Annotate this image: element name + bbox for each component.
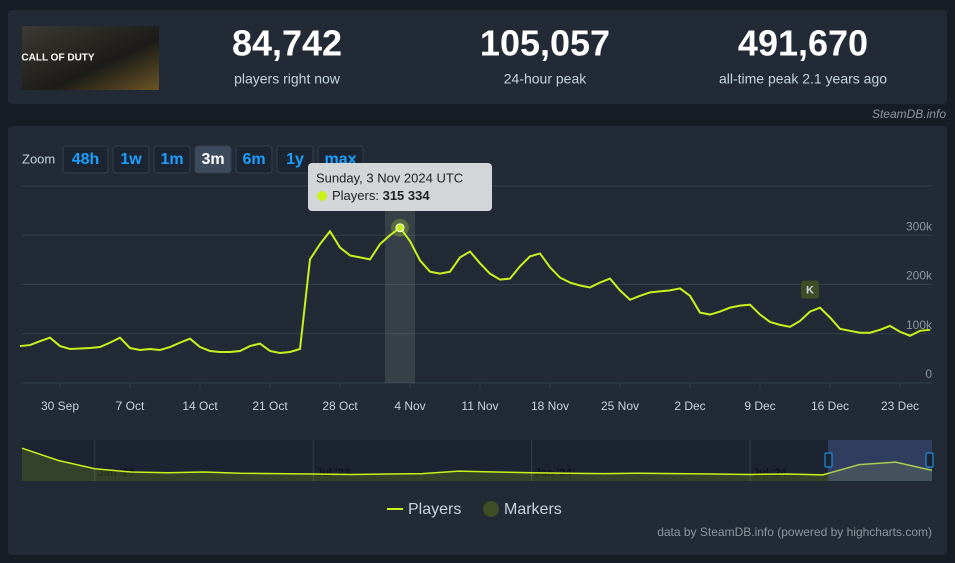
- stats-panel: [8, 10, 947, 104]
- stat-label: all-time peak 2.1 years ago: [719, 71, 887, 87]
- x-tick-label: 16 Dec: [811, 399, 849, 413]
- tooltip: Sunday, 3 Nov 2024 UTC Players: 315 334: [308, 163, 492, 211]
- navigator-label: Jul '23: [316, 467, 350, 479]
- navigator-handle[interactable]: [824, 452, 833, 468]
- x-tick-label: 4 Nov: [394, 399, 425, 413]
- navigator-handle[interactable]: [925, 452, 934, 468]
- stat-label: players right now: [234, 71, 341, 87]
- x-tick-label: 7 Oct: [116, 399, 145, 413]
- zoom-button[interactable]: [112, 145, 150, 174]
- zoom-button[interactable]: [276, 145, 314, 174]
- x-tick-label: 11 Nov: [461, 399, 498, 413]
- legend: Players Markers: [387, 501, 562, 518]
- x-tick-label: 18 Nov: [531, 399, 569, 413]
- stat-value: 84,742: [232, 23, 342, 64]
- x-tick-label: 14 Oct: [182, 399, 218, 413]
- credit: data by SteamDB.info (powered by highcha…: [657, 525, 932, 539]
- legend-label[interactable]: Markers: [504, 501, 562, 518]
- zoom-button-label[interactable]: 1y: [286, 151, 304, 168]
- zoom-button-label[interactable]: 6m: [242, 151, 265, 168]
- navigator-label: Jul '24: [753, 467, 788, 479]
- y-tick-label: 200k: [906, 269, 933, 283]
- tooltip-series: Players:: [332, 188, 379, 203]
- zoom-button[interactable]: [194, 145, 232, 174]
- hover-band: [385, 186, 415, 383]
- x-tick-label: 21 Oct: [252, 399, 288, 413]
- y-tick-label: 0: [925, 367, 932, 381]
- x-tick-label: 2 Dec: [674, 399, 705, 413]
- navigator: Jan '23 Jul '23 Jan '24 Jul '24: [21, 440, 934, 481]
- tooltip-dot: [317, 191, 327, 201]
- zoom-button-label[interactable]: 48h: [72, 151, 100, 168]
- y-tick-label: 300k: [906, 219, 933, 233]
- navigator-area: [22, 448, 932, 481]
- zoom-button[interactable]: [62, 145, 109, 174]
- x-tick-label: 28 Oct: [322, 399, 358, 413]
- tooltip-date: Sunday, 3 Nov 2024 UTC: [316, 170, 463, 185]
- marker-flag: [801, 280, 819, 299]
- hover-point: [395, 223, 405, 233]
- main-chart: 0 100k 200k 300k 30 Sep 7 Oct 14 Oct 21 Oct 28 O…: [19, 185, 933, 413]
- players-line: [19, 226, 931, 354]
- source-link[interactable]: SteamDB.info: [872, 107, 946, 121]
- marker-label: K: [806, 284, 814, 296]
- y-tick-label: 100k: [906, 318, 933, 332]
- tooltip-text: Players: 315 334: [332, 188, 430, 203]
- zoom-label: Zoom: [22, 151, 55, 166]
- zoom-button[interactable]: [153, 145, 191, 174]
- tooltip-value: 315 334: [383, 188, 431, 203]
- game-image: [22, 26, 159, 90]
- x-tick-label: 25 Nov: [601, 399, 639, 413]
- stat-label: 24-hour peak: [504, 71, 588, 87]
- legend-label[interactable]: Players: [408, 501, 461, 518]
- zoom-button-label[interactable]: 1m: [160, 151, 183, 168]
- zoom-button[interactable]: [235, 145, 273, 174]
- x-tick-label: 23 Dec: [881, 399, 919, 413]
- x-tick-label: 9 Dec: [744, 399, 775, 413]
- navigator-selection[interactable]: [828, 440, 932, 481]
- zoom-button-label[interactable]: 1w: [120, 151, 142, 168]
- zoom-button-label[interactable]: 3m: [201, 151, 224, 168]
- stat-value: 491,670: [738, 23, 868, 64]
- x-tick-label: 30 Sep: [41, 399, 79, 413]
- legend-symbol: [483, 501, 499, 517]
- tooltip-box: [308, 163, 492, 211]
- game-logo: CALL OF DUTY: [21, 53, 94, 64]
- stat-value: 105,057: [480, 23, 610, 64]
- navigator-line: [21, 447, 933, 476]
